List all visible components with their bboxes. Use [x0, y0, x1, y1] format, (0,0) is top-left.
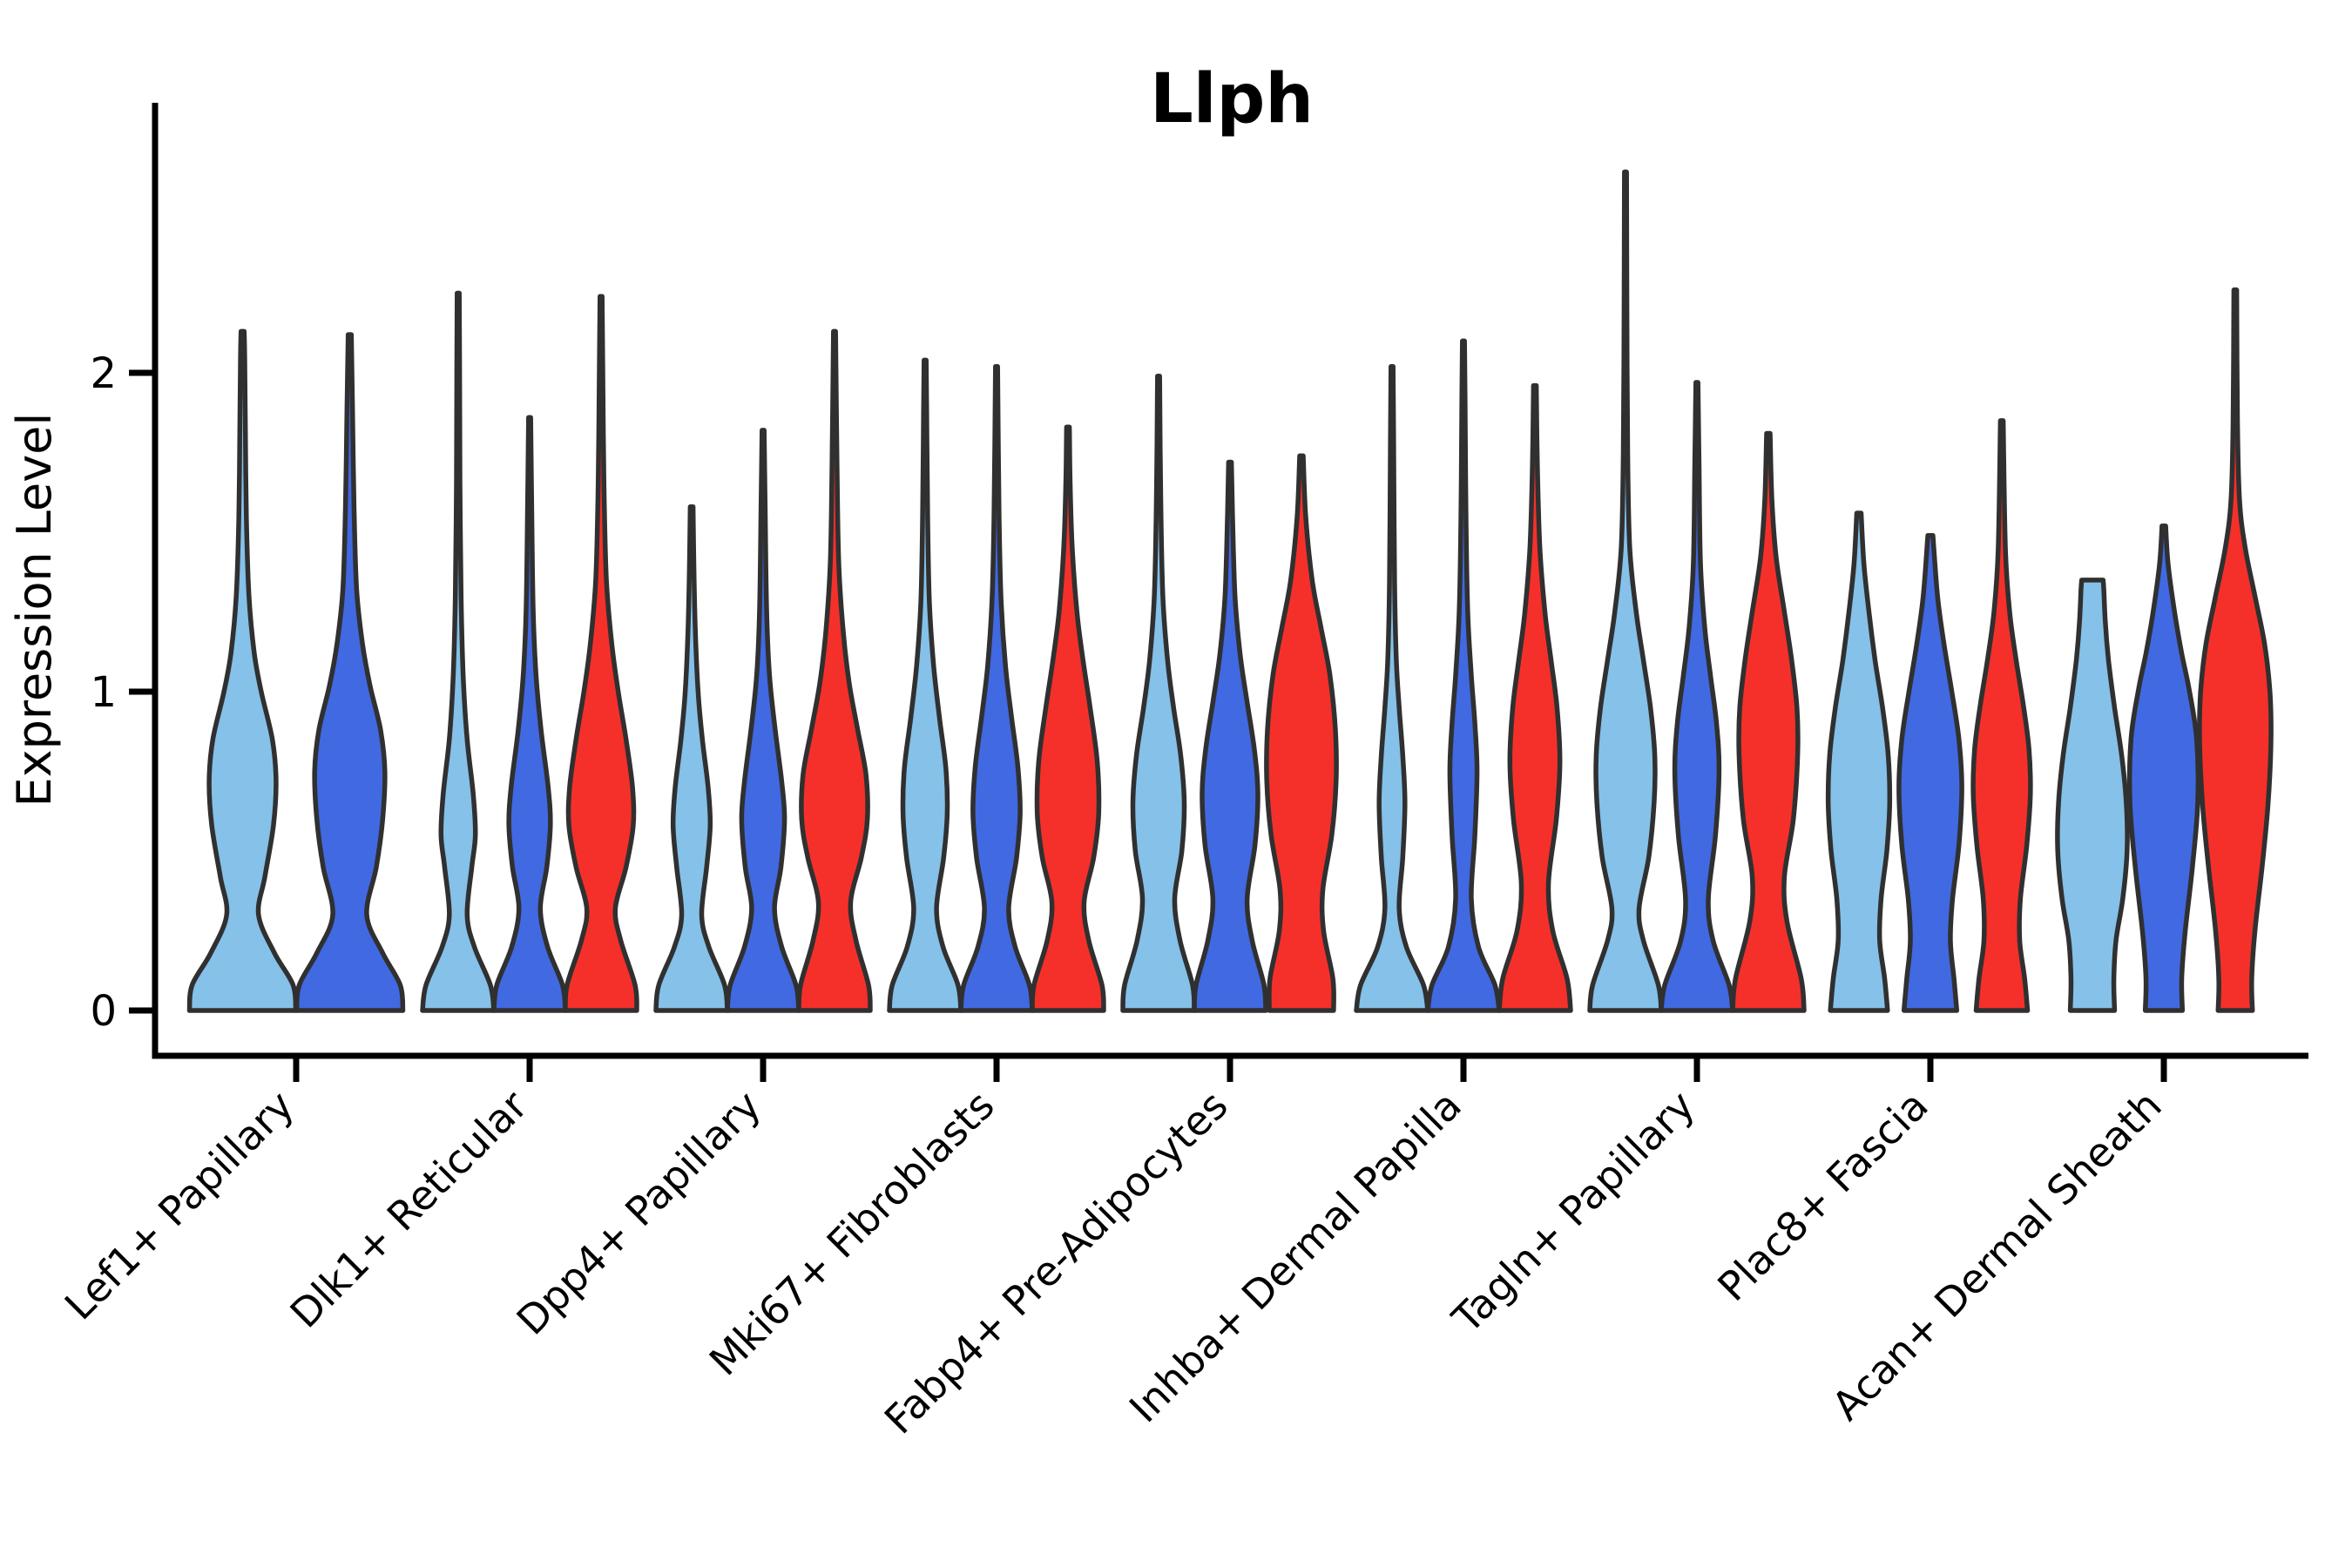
violin [1587, 169, 1664, 1013]
violin [1120, 373, 1197, 1013]
violin [1497, 382, 1573, 1013]
y-axis-label: Expression Level [7, 413, 62, 808]
y-tick-label: 2 [90, 349, 117, 398]
x-tick-label: Tagln+ Papillary [1443, 1082, 1704, 1343]
violin [1192, 459, 1268, 1013]
violin [1030, 424, 1106, 1013]
violin [1659, 380, 1735, 1013]
violin [2055, 578, 2130, 1013]
violin [1970, 418, 2033, 1013]
violin [1896, 532, 1964, 1013]
violin [491, 415, 568, 1013]
violins-layer [186, 169, 2274, 1013]
x-tick-label: Dlk1+ Reticular [281, 1082, 537, 1337]
violin [725, 428, 801, 1013]
y-tick-label: 0 [90, 987, 117, 1036]
violin [653, 504, 730, 1013]
y-tick-label: 1 [90, 668, 117, 717]
violin [1264, 453, 1339, 1013]
violin [186, 328, 299, 1013]
x-tick-label: Plac8+ Fascia [1708, 1082, 1936, 1310]
violin [1825, 510, 1893, 1013]
violin [1730, 430, 1807, 1013]
violin [796, 328, 873, 1013]
violin [958, 363, 1035, 1013]
violin [887, 357, 963, 1013]
violin [2126, 523, 2201, 1013]
violin [420, 290, 497, 1013]
x-tick-label: Lef1+ Papillary [56, 1082, 303, 1329]
x-tick-label: Dpp4+ Papillary [508, 1082, 770, 1344]
chart-title: Llph [1150, 60, 1314, 139]
violin [1354, 363, 1430, 1013]
violin [294, 332, 406, 1013]
violin [1425, 338, 1502, 1013]
violin [563, 294, 639, 1013]
violin [2197, 287, 2274, 1013]
